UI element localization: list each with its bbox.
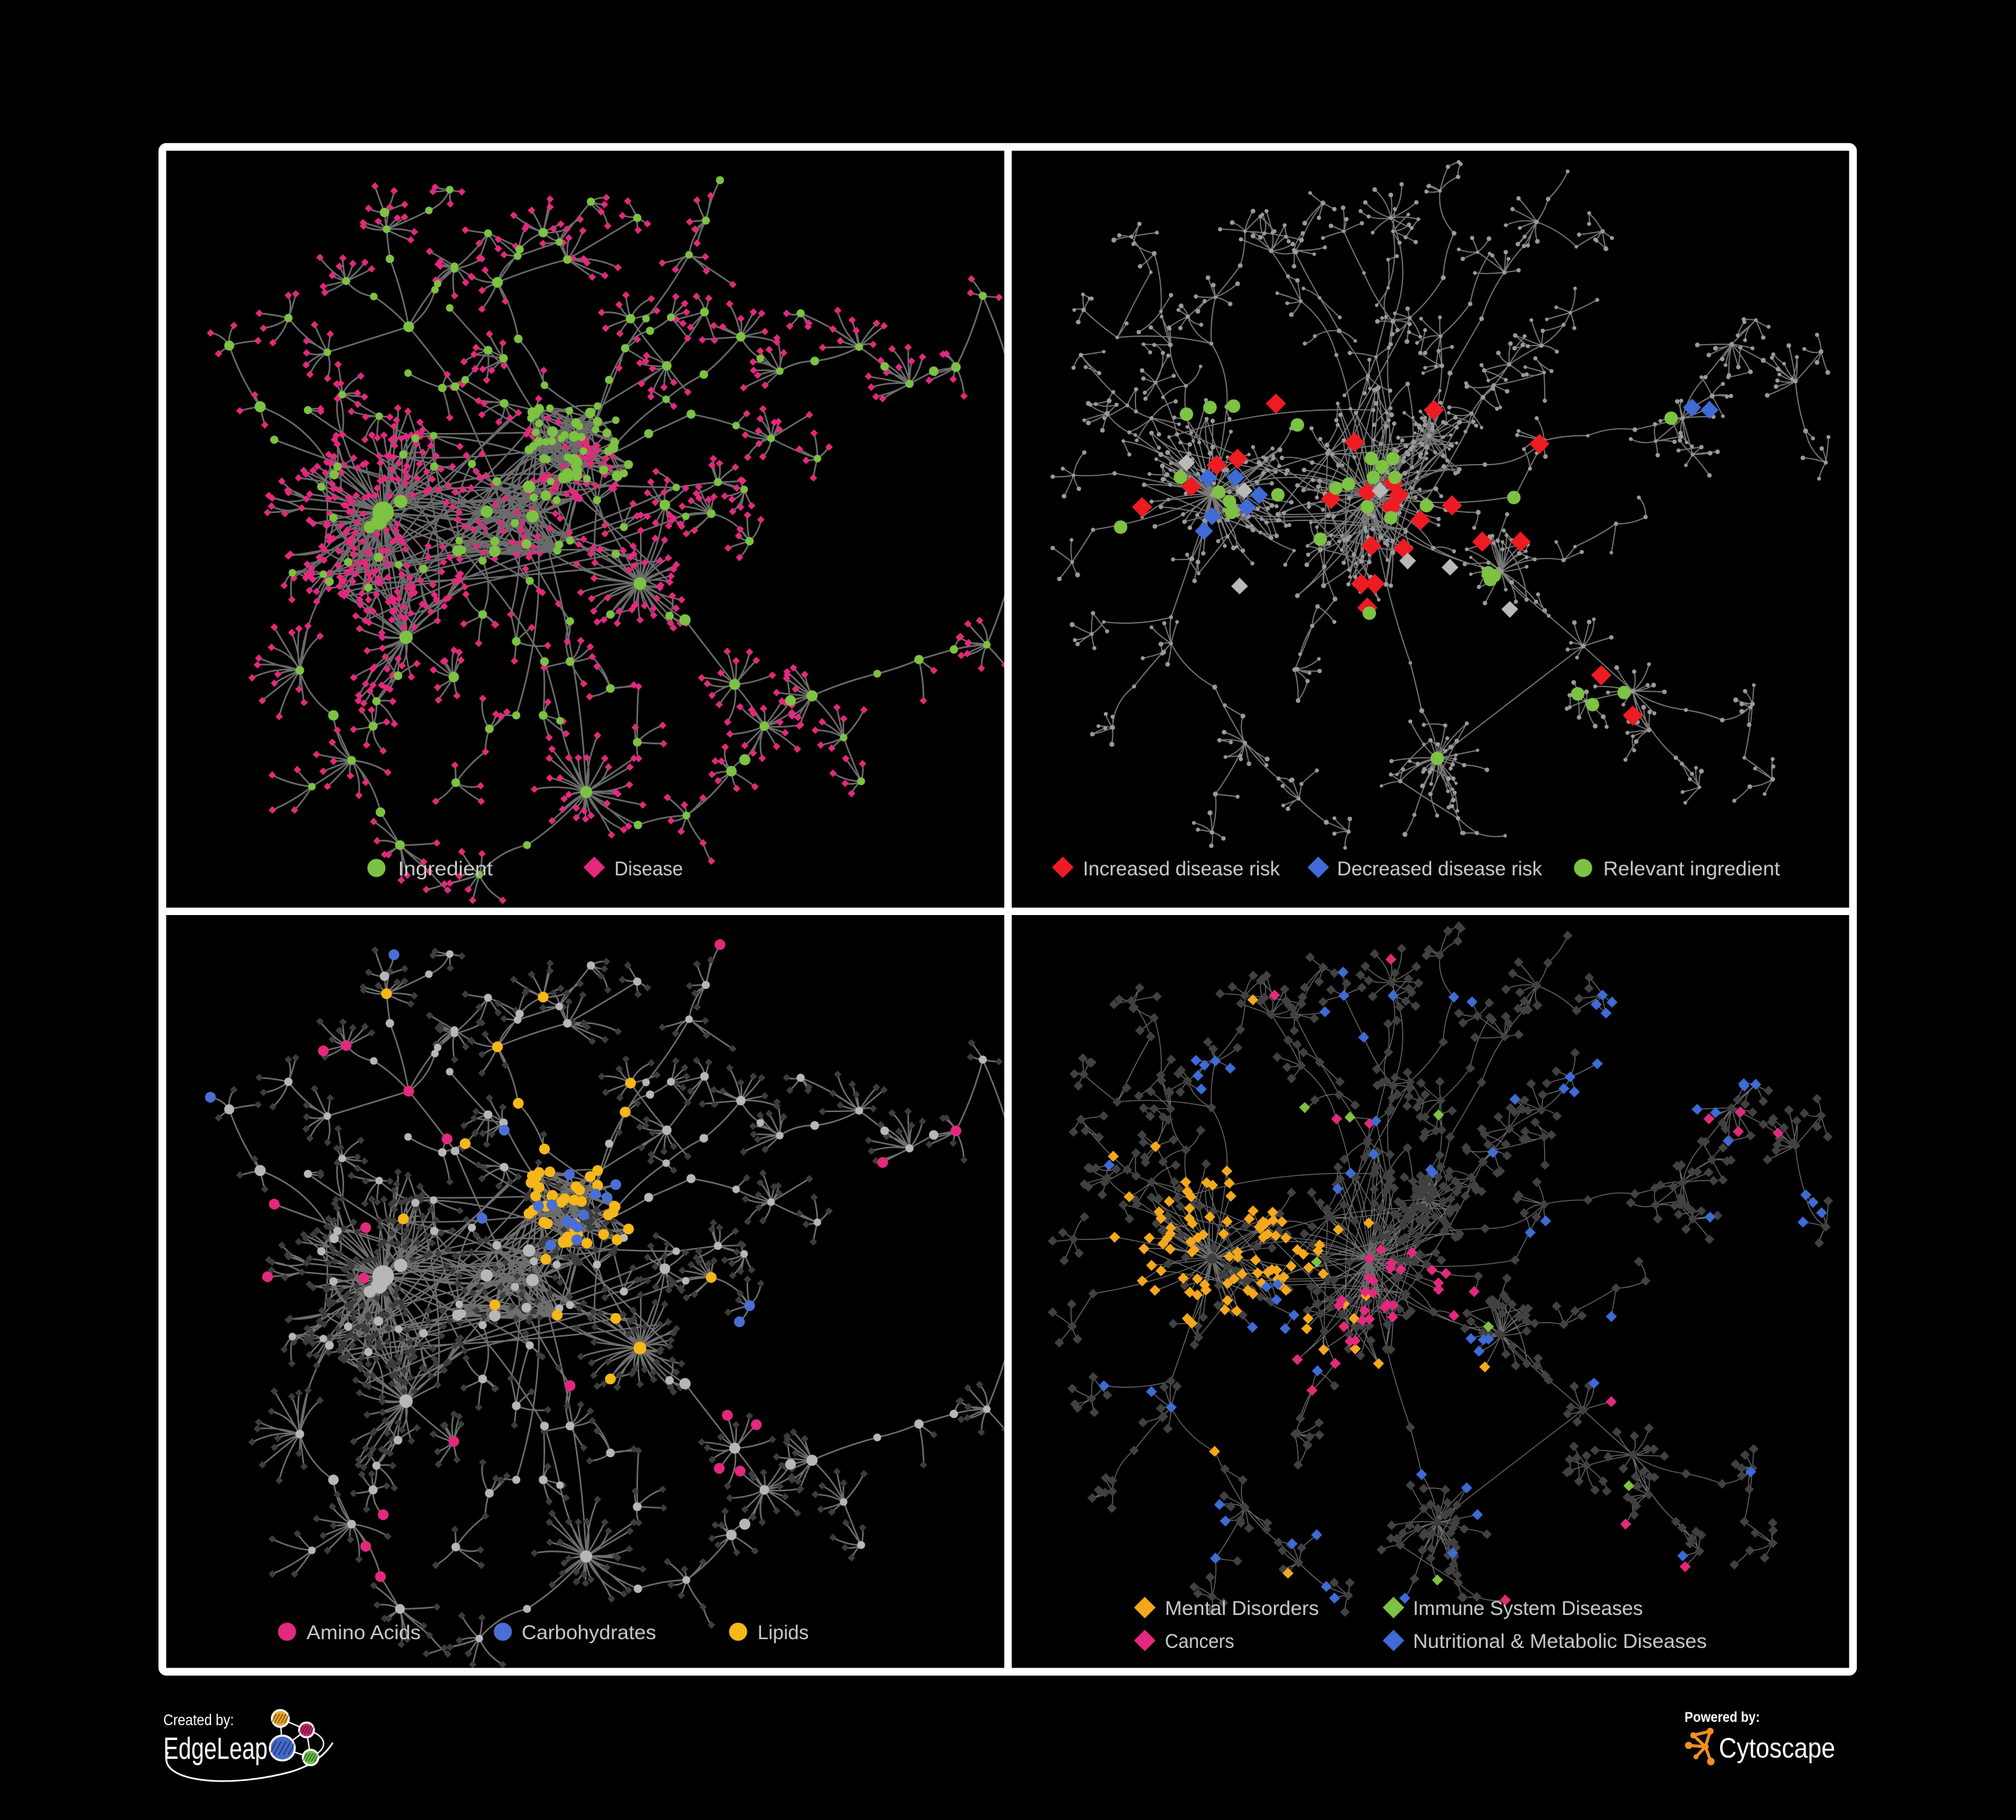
svg-text:Disease: Disease (614, 858, 683, 880)
svg-text:Decreased disease risk: Decreased disease risk (1337, 858, 1543, 880)
svg-text:Mental Disorders: Mental Disorders (1165, 1597, 1319, 1620)
svg-text:Carbohydrates: Carbohydrates (522, 1622, 656, 1644)
svg-text:Cytoscape: Cytoscape (1719, 1732, 1835, 1764)
svg-text:Nutritional & Metabolic Diseas: Nutritional & Metabolic Diseases (1413, 1630, 1707, 1653)
svg-text:Amino Acids: Amino Acids (307, 1622, 421, 1644)
svg-text:Increased disease risk: Increased disease risk (1083, 858, 1281, 880)
svg-text:Powered by:: Powered by: (1685, 1710, 1760, 1725)
svg-text:Ingredient: Ingredient (398, 858, 493, 880)
svg-text:Cancers: Cancers (1165, 1630, 1234, 1653)
svg-text:Immune System Diseases: Immune System Diseases (1413, 1597, 1643, 1620)
svg-text:EdgeLeap: EdgeLeap (163, 1731, 268, 1766)
svg-text:Relevant ingredient: Relevant ingredient (1603, 858, 1781, 880)
svg-text:Lipids: Lipids (758, 1622, 809, 1644)
svg-text:Created by:: Created by: (163, 1711, 234, 1729)
